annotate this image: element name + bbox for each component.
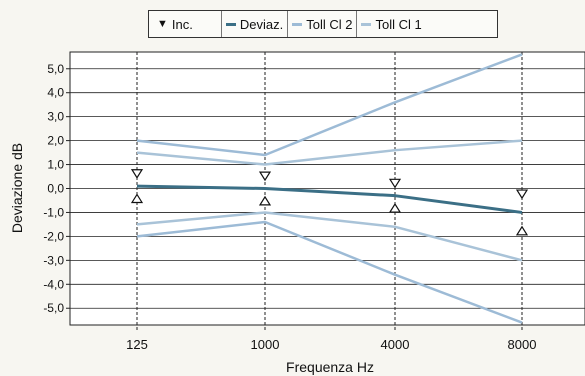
triangle-down-icon: ▼ (157, 18, 168, 30)
tolerance-upper-toll-cl-1 (136, 139, 523, 166)
y-tick-label: 0,0 (47, 182, 64, 196)
y-tick-label: 1,0 (47, 158, 64, 172)
y-tick-label: -1,0 (43, 205, 64, 219)
y-tick-label: -4,0 (43, 277, 64, 291)
legend-item-deviaz: Deviaz. (222, 11, 289, 37)
x-tick-label: 4000 (381, 337, 410, 352)
x-tick-label: 8000 (508, 337, 537, 352)
y-tick-label: 2,0 (47, 134, 64, 148)
y-tick-label: -2,0 (43, 229, 64, 243)
legend: ▼ Inc. Deviaz. Toll Cl 2 Toll Cl 1 (148, 10, 498, 38)
uncertainty-marker-upper (258, 171, 272, 182)
legend-swatch-deviaz (225, 22, 236, 26)
legend-swatch-toll-cl-1 (361, 22, 372, 26)
y-tick-label: 3,0 (47, 110, 64, 124)
uncertainty-marker-lower (130, 193, 144, 204)
deviation-series (136, 184, 523, 214)
legend-item-toll-cl-1: Toll Cl 1 (357, 11, 425, 37)
uncertainty-markers (130, 169, 529, 236)
y-tick-label: 4,0 (47, 86, 64, 100)
y-axis-label: Deviazione dB (9, 143, 25, 233)
legend-item-toll-cl-2: Toll Cl 2 (288, 11, 358, 37)
y-tick-label: 5,0 (47, 62, 64, 76)
tolerance-upper-toll-cl-2 (136, 53, 523, 157)
grid-layer (66, 52, 585, 331)
tolerance-lower-toll-cl-2 (136, 220, 523, 324)
x-tick-labels: 125 1000 4000 8000 (126, 337, 536, 352)
x-tick-label: 125 (126, 337, 148, 352)
legend-swatch-toll-cl-2 (292, 22, 303, 26)
legend-label-toll-cl-1: Toll Cl 1 (375, 16, 422, 32)
legend-label-inc: Inc. (171, 16, 193, 32)
uncertainty-marker-upper (388, 178, 402, 189)
uncertainty-marker-lower (388, 202, 402, 213)
legend-label-deviaz: Deviaz. (239, 16, 284, 32)
y-tick-labels: 5,0 4,0 3,0 2,0 1,0 0,0 -1,0 -2,0 -3,0 -4,0 -5,0 (43, 62, 64, 315)
x-axis-label: Frequenza Hz (286, 359, 374, 375)
x-tick-label: 1000 (251, 337, 280, 352)
uncertainty-marker-upper (130, 169, 144, 179)
y-tick-label: -3,0 (43, 253, 64, 267)
legend-label-toll-cl-2: Toll Cl 2 (306, 16, 353, 32)
uncertainty-marker-upper (515, 189, 529, 200)
deviation-line (136, 184, 523, 214)
legend-item-inc: ▼ Inc. (149, 11, 222, 37)
y-tick-label: -5,0 (43, 301, 64, 315)
tolerance-lower-toll-cl-1 (136, 211, 523, 262)
uncertainty-marker-lower (258, 195, 272, 206)
uncertainty-marker-lower (515, 225, 529, 236)
tolerance-bands (136, 53, 523, 324)
